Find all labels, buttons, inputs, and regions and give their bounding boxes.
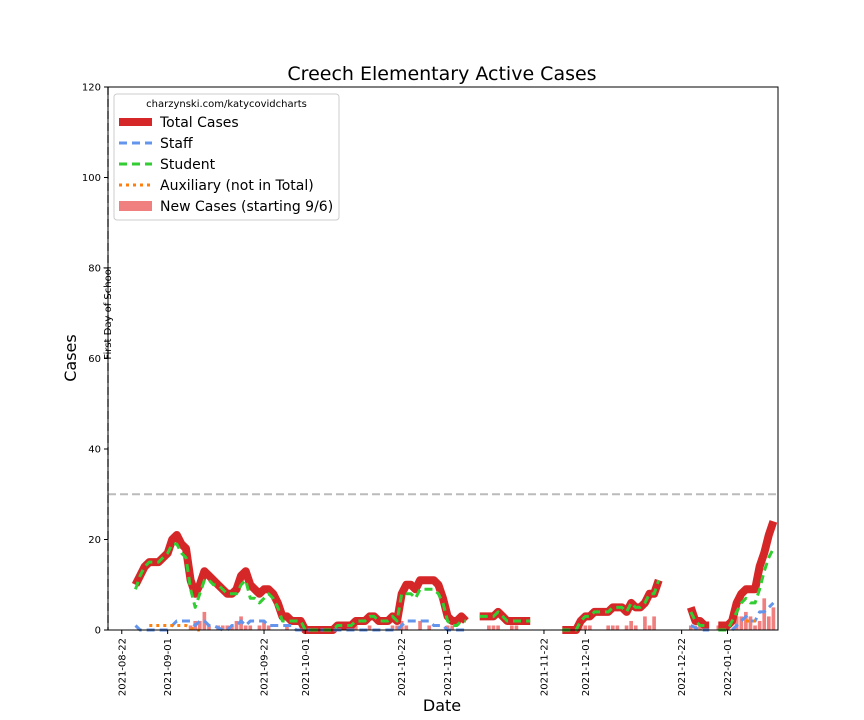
new-cases-bar-55 (748, 616, 753, 630)
new-cases-bar-0 (188, 625, 193, 630)
legend-label-3: Auxiliary (not in Total) (160, 178, 314, 194)
new-cases-bar-32 (514, 625, 519, 630)
new-cases-bar-56 (753, 625, 757, 630)
legend-label-4: New Cases (starting 9/6) (160, 199, 333, 215)
new-cases-bar-35 (588, 625, 592, 630)
new-cases-bar-54 (744, 611, 748, 630)
new-cases-bar-12 (248, 625, 253, 630)
new-cases-bar-16 (285, 625, 289, 630)
new-cases-bar-19 (367, 625, 372, 630)
x-tick-label-0: 2021-08-22 (117, 638, 128, 696)
x-tick-label-1: 2021-09-01 (163, 638, 174, 696)
new-cases-bar-28 (487, 625, 491, 630)
x-tick-label-6: 2021-11-22 (539, 638, 550, 696)
new-cases-bar-4 (207, 625, 211, 630)
chart-title: Creech Elementary Active Cases (287, 63, 596, 85)
x-tick-label-4: 2021-10-22 (397, 638, 408, 696)
new-cases-bar-57 (757, 620, 762, 630)
new-cases-bar-59 (766, 616, 771, 630)
new-cases-bar-9 (234, 620, 239, 630)
new-cases-bar-44 (652, 616, 656, 630)
new-cases-bar-13 (257, 625, 262, 630)
new-cases-bars (188, 598, 776, 630)
new-cases-bar-8 (230, 625, 234, 630)
y-axis-label: Cases (61, 334, 80, 382)
legend-label-2: Student (160, 157, 216, 173)
new-cases-bar-21 (395, 625, 399, 630)
new-cases-bar-24 (418, 620, 422, 630)
legend-title: charzynski.com/katycovidcharts (146, 99, 307, 110)
y-tick-label-4: 80 (88, 264, 101, 275)
new-cases-bar-47 (698, 625, 702, 630)
new-cases-bar-43 (647, 625, 652, 630)
x-tick-label-7: 2021-12-01 (581, 638, 592, 696)
new-cases-bar-27 (450, 625, 455, 630)
legend: charzynski.com/katycovidcharts Total Case… (113, 93, 340, 221)
new-cases-bar-10 (239, 616, 243, 630)
new-cases-bar-23 (404, 625, 409, 630)
legend-label-1: Staff (160, 136, 193, 152)
y-tick-label-3: 60 (88, 354, 101, 365)
new-cases-bar-2 (197, 620, 202, 630)
legend-box (113, 93, 340, 221)
x-axis-label: Date (423, 696, 461, 715)
y-tick-label-6: 120 (82, 83, 101, 94)
y-tick-label-5: 100 (82, 173, 101, 184)
y-tick-label-1: 20 (88, 535, 101, 546)
new-cases-bar-53 (739, 616, 744, 630)
y-tick-label-2: 40 (88, 445, 101, 456)
new-cases-bar-41 (633, 625, 638, 630)
x-tick-label-3: 2021-10-01 (301, 638, 312, 696)
series-line-3 (149, 619, 760, 632)
new-cases-bar-31 (510, 625, 514, 630)
new-cases-bar-39 (624, 625, 629, 630)
x-tick-label-8: 2021-12-22 (677, 638, 688, 696)
new-cases-bar-42 (643, 616, 647, 630)
x-tick-label-2: 2021-09-22 (260, 638, 271, 696)
new-cases-bar-6 (220, 625, 225, 630)
new-cases-bar-14 (262, 620, 266, 630)
new-cases-bar-40 (629, 620, 633, 630)
y-tick-label-0: 0 (95, 626, 101, 637)
legend-label-0: Total Cases (159, 115, 239, 131)
new-cases-bar-37 (610, 625, 615, 630)
series-line-2 (134, 542, 775, 632)
new-cases-bar-60 (771, 607, 776, 630)
new-cases-bar-7 (225, 625, 230, 630)
axes: 0 20 40 60 80 100 120 2021-08-22 2021-09-01 2021-… (82, 83, 779, 696)
legend-swatch-4 (119, 201, 152, 211)
new-cases-bar-34 (583, 625, 588, 630)
new-cases-bar-20 (390, 625, 395, 630)
new-cases-bar-30 (496, 625, 500, 630)
new-cases-bar-18 (353, 625, 358, 630)
new-cases-bar-29 (491, 625, 496, 630)
new-cases-bar-11 (243, 625, 248, 630)
new-cases-bar-26 (445, 625, 450, 630)
new-cases-bar-15 (266, 625, 271, 630)
new-cases-bar-52 (734, 616, 739, 630)
new-cases-bar-45 (688, 625, 693, 630)
new-cases-bar-25 (427, 625, 432, 630)
x-tick-label-9: 2022-01-01 (723, 638, 734, 696)
new-cases-bar-58 (762, 598, 767, 630)
x-tick-label-5: 2021-11-01 (443, 638, 454, 696)
new-cases-bar-38 (615, 625, 620, 630)
new-cases-bar-36 (606, 625, 611, 630)
